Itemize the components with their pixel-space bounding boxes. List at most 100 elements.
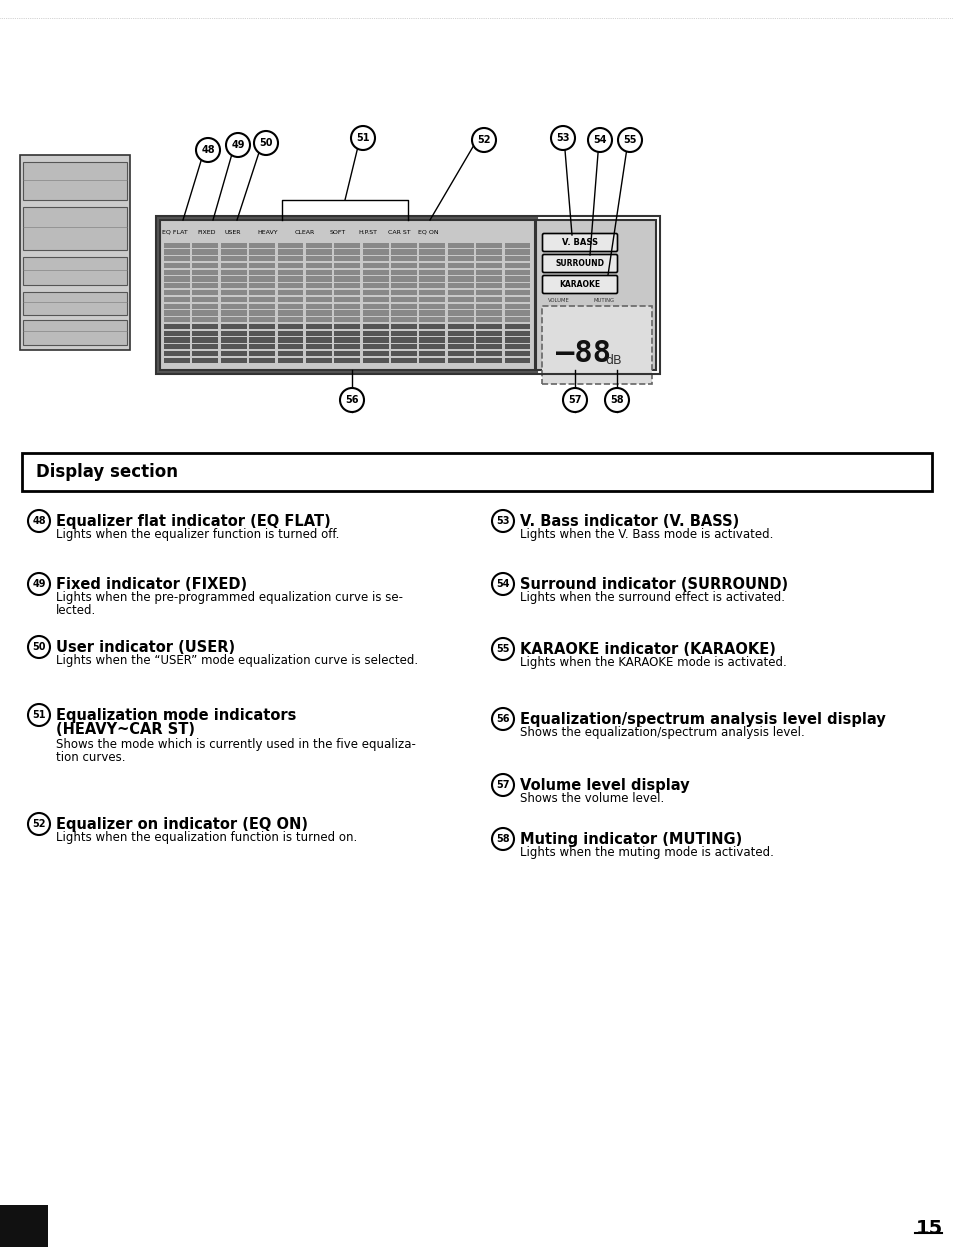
- FancyBboxPatch shape: [542, 276, 617, 293]
- Text: SURROUND: SURROUND: [555, 259, 604, 268]
- Bar: [306, 344, 332, 349]
- Bar: [476, 242, 501, 248]
- Bar: [391, 338, 416, 343]
- Bar: [504, 263, 530, 268]
- Bar: [306, 291, 332, 296]
- Bar: [447, 291, 474, 296]
- Bar: [419, 283, 445, 288]
- Bar: [447, 330, 474, 335]
- Bar: [334, 291, 360, 296]
- Bar: [391, 344, 416, 349]
- Bar: [277, 324, 303, 329]
- Text: Surround indicator (SURROUND): Surround indicator (SURROUND): [519, 577, 787, 592]
- Bar: [249, 330, 274, 335]
- Circle shape: [351, 126, 375, 150]
- Bar: [0, 1205, 48, 1247]
- Bar: [447, 269, 474, 274]
- Bar: [536, 219, 656, 370]
- Bar: [419, 338, 445, 343]
- Text: Lights when the “USER” mode equalization curve is selected.: Lights when the “USER” mode equalization…: [56, 653, 417, 667]
- Bar: [447, 249, 474, 254]
- Text: Lights when the KARAOKE mode is activated.: Lights when the KARAOKE mode is activate…: [519, 656, 786, 668]
- Circle shape: [28, 636, 50, 658]
- FancyBboxPatch shape: [542, 254, 617, 273]
- Bar: [504, 269, 530, 274]
- Bar: [504, 311, 530, 315]
- FancyBboxPatch shape: [542, 233, 617, 252]
- Bar: [476, 291, 501, 296]
- Bar: [249, 344, 274, 349]
- Bar: [277, 256, 303, 262]
- Bar: [334, 324, 360, 329]
- Bar: [164, 291, 190, 296]
- Circle shape: [339, 388, 364, 412]
- Bar: [362, 303, 388, 309]
- Bar: [306, 317, 332, 322]
- Bar: [220, 324, 247, 329]
- Bar: [362, 242, 388, 248]
- Text: 54: 54: [593, 135, 606, 145]
- Circle shape: [551, 126, 575, 150]
- Bar: [164, 297, 190, 302]
- Bar: [306, 330, 332, 335]
- Text: VOLUME: VOLUME: [547, 298, 569, 303]
- Bar: [277, 350, 303, 357]
- Bar: [306, 269, 332, 274]
- Bar: [362, 256, 388, 262]
- Bar: [220, 338, 247, 343]
- Bar: [249, 303, 274, 309]
- Circle shape: [492, 828, 514, 850]
- Text: CLEAR: CLEAR: [294, 229, 314, 234]
- Bar: [504, 256, 530, 262]
- Bar: [334, 249, 360, 254]
- Text: 58: 58: [496, 834, 509, 844]
- Bar: [249, 317, 274, 322]
- Text: 57: 57: [568, 395, 581, 405]
- Bar: [193, 311, 218, 315]
- Bar: [476, 249, 501, 254]
- Bar: [249, 358, 274, 363]
- Circle shape: [618, 128, 641, 152]
- Bar: [277, 277, 303, 282]
- Text: EQ FLAT: EQ FLAT: [162, 229, 188, 234]
- Circle shape: [472, 128, 496, 152]
- Bar: [164, 263, 190, 268]
- Bar: [193, 344, 218, 349]
- Text: KARAOKE: KARAOKE: [558, 281, 600, 289]
- Text: EQ ON: EQ ON: [417, 229, 437, 234]
- Text: SOFT: SOFT: [330, 229, 346, 234]
- Bar: [362, 330, 388, 335]
- Text: 51: 51: [355, 133, 370, 143]
- Bar: [193, 324, 218, 329]
- Bar: [193, 249, 218, 254]
- Bar: [447, 303, 474, 309]
- Bar: [419, 344, 445, 349]
- Bar: [504, 242, 530, 248]
- Bar: [504, 350, 530, 357]
- Bar: [391, 303, 416, 309]
- Bar: [164, 256, 190, 262]
- Bar: [419, 242, 445, 248]
- Bar: [419, 317, 445, 322]
- Bar: [504, 324, 530, 329]
- Text: Volume level display: Volume level display: [519, 778, 689, 793]
- Bar: [447, 263, 474, 268]
- Bar: [334, 317, 360, 322]
- Bar: [220, 297, 247, 302]
- Text: 48: 48: [201, 145, 214, 155]
- Bar: [362, 263, 388, 268]
- Bar: [277, 269, 303, 274]
- Bar: [391, 311, 416, 315]
- Bar: [362, 338, 388, 343]
- Bar: [541, 306, 651, 384]
- Bar: [220, 303, 247, 309]
- Bar: [249, 277, 274, 282]
- Text: 52: 52: [476, 135, 490, 145]
- Bar: [504, 249, 530, 254]
- Text: dB: dB: [605, 354, 621, 368]
- Text: User indicator (USER): User indicator (USER): [56, 640, 234, 655]
- Bar: [476, 263, 501, 268]
- Bar: [476, 324, 501, 329]
- Bar: [193, 269, 218, 274]
- Bar: [334, 338, 360, 343]
